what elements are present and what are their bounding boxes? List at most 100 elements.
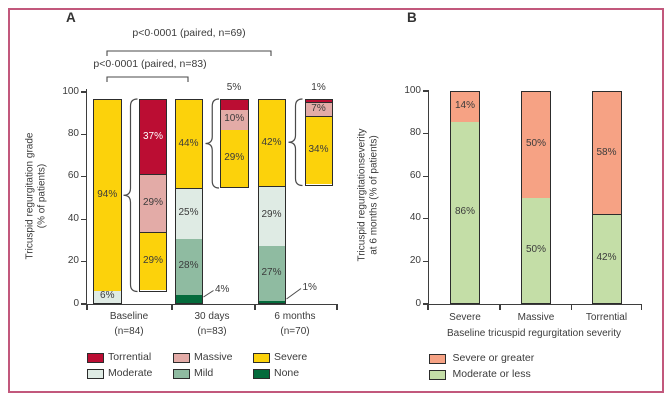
legend-label: Severe xyxy=(274,350,308,363)
x-group-label: Baseline xyxy=(109,311,149,322)
segment-divider xyxy=(175,294,202,296)
bar-segment-label: 6% xyxy=(100,290,115,302)
segment-divider xyxy=(140,231,166,233)
legend-label: Torrential xyxy=(108,350,152,363)
bar-segment-severe-or-greater xyxy=(592,92,621,215)
bar-segment-label: 94% xyxy=(97,188,118,200)
segment-divider xyxy=(258,300,285,302)
bar-baseline-main: 6% 94% xyxy=(93,99,122,304)
segment-divider xyxy=(592,213,621,215)
panel-b-x-tick xyxy=(499,304,501,310)
bar-severe: 86% 14% xyxy=(450,91,480,304)
panel-a-y-axis-title-line2: (% of patients) xyxy=(36,163,47,229)
segment-divider xyxy=(221,109,248,111)
bar-segment-label: 14% xyxy=(454,100,475,112)
bar-segment-moderate-or-less xyxy=(451,121,479,303)
panel-a-x-tick xyxy=(86,304,88,310)
bar-torrential: 42% 58% xyxy=(591,91,622,304)
segment-divider xyxy=(522,197,550,198)
bar-segment-moderate-or-less xyxy=(592,214,621,303)
panel-a-y-tick xyxy=(81,218,86,220)
bar-segment-torrential xyxy=(305,100,332,102)
bar-segment-label: 34% xyxy=(308,143,329,155)
figure-frame xyxy=(8,8,664,393)
bar-segment-mild xyxy=(258,245,285,301)
legend-swatch-severe xyxy=(253,352,270,363)
legend-label: Massive xyxy=(194,350,233,363)
bar-baseline-breakdown: 29% 29% 37% xyxy=(139,99,167,292)
panel-b-y-axis-title: Tricuspid regurgitationseverity at 6 mon… xyxy=(357,128,380,261)
bar-segment-severe-or-greater xyxy=(451,92,479,122)
legend-swatch-none xyxy=(253,368,270,379)
x-group-label: 30 days xyxy=(194,311,230,322)
panel-b-y-tick-label: 0 xyxy=(415,297,421,309)
panel-a-y-tick-label: 40 xyxy=(67,212,79,224)
bar-segment-label: 29% xyxy=(224,151,245,163)
bar-segment-label: 86% xyxy=(454,205,475,217)
legend-label: Moderate or less xyxy=(452,367,531,380)
panel-a-y-tick xyxy=(81,303,86,305)
outside-label: 5% xyxy=(226,81,242,93)
panel-b-y-tick xyxy=(423,303,428,305)
panel-b-x-axis xyxy=(427,304,642,306)
segment-divider xyxy=(305,101,332,103)
bar-segment-severe xyxy=(221,129,248,187)
bar-segment-massive xyxy=(221,109,248,130)
panel-b-y-tick xyxy=(423,260,428,262)
bar-segment-label: 42% xyxy=(261,136,282,148)
panel-a-label: A xyxy=(66,10,76,25)
outside-label: 1% xyxy=(302,282,317,293)
legend-swatch-moderate xyxy=(87,368,104,379)
bar-segment-label: 50% xyxy=(525,138,546,150)
panel-a-y-tick xyxy=(81,133,86,135)
panel-a-y-tick-label: 20 xyxy=(67,255,79,267)
outside-label: 4% xyxy=(215,284,230,295)
legend-swatch-mild xyxy=(173,368,190,379)
x-category-label: Severe xyxy=(449,312,481,323)
panel-b-y-tick xyxy=(423,175,428,177)
segment-divider xyxy=(221,129,248,131)
bar-6months-main: 27% 29% 42% xyxy=(257,99,286,304)
panel-b-y-tick-label: 80 xyxy=(409,127,421,139)
bar-segment-severe xyxy=(305,116,332,185)
segment-divider xyxy=(305,115,332,117)
bar-30days-breakdown: 29% 10% xyxy=(220,99,249,188)
panel-a-y-tick xyxy=(81,261,86,263)
legend-label: Moderate xyxy=(108,366,153,379)
bar-segment-label: 27% xyxy=(261,266,282,278)
panel-b-y-tick xyxy=(423,218,428,220)
bar-segment-moderate xyxy=(175,188,202,239)
bar-segment-label: 29% xyxy=(142,254,163,266)
panel-a-y-tick xyxy=(81,176,86,178)
x-category-label: Torrential xyxy=(585,312,628,323)
bar-segment-severe-or-greater xyxy=(522,92,550,198)
bar-segment-moderate-or-less xyxy=(522,197,550,303)
bar-segment-label: 44% xyxy=(178,137,199,149)
panel-a-y-tick-label: 60 xyxy=(67,170,79,182)
panel-b-y-tick-label: 20 xyxy=(409,254,421,266)
bar-segment-label: 28% xyxy=(178,260,199,272)
bar-massive: 50% 50% xyxy=(521,91,551,304)
segment-divider xyxy=(140,173,166,175)
panel-a-x-axis xyxy=(85,304,338,306)
panel-a-x-tick xyxy=(171,304,173,310)
bar-6months-breakdown: 34% 7% xyxy=(304,99,333,186)
legend-swatch-torrential xyxy=(87,352,104,363)
bar-segment-label: 42% xyxy=(596,252,617,264)
bar-segment-moderate xyxy=(94,290,121,303)
segment-divider xyxy=(258,245,285,247)
panel-a-y-axis-title-line1: Tricuspid regurgitation grade xyxy=(24,132,36,260)
bar-segment-massive xyxy=(305,102,332,117)
panel-b-y-tick-label: 40 xyxy=(409,212,421,224)
panel-b-x-tick xyxy=(640,304,643,310)
panel-b-y-tick-label: 60 xyxy=(409,169,421,181)
panel-a-y-tick-label: 80 xyxy=(67,127,79,139)
bar-segment-label: 29% xyxy=(142,196,163,208)
panel-a-y-axis xyxy=(85,89,87,306)
bar-segment-severe xyxy=(175,100,202,189)
bar-segment-severe xyxy=(258,100,285,187)
bar-segment-none xyxy=(175,294,202,303)
x-category-label: Massive xyxy=(517,312,555,323)
legend-swatch-moderate-or-less xyxy=(428,369,446,380)
pvalue-top-text: p<0·0001 (paired, n=69) xyxy=(132,27,246,39)
